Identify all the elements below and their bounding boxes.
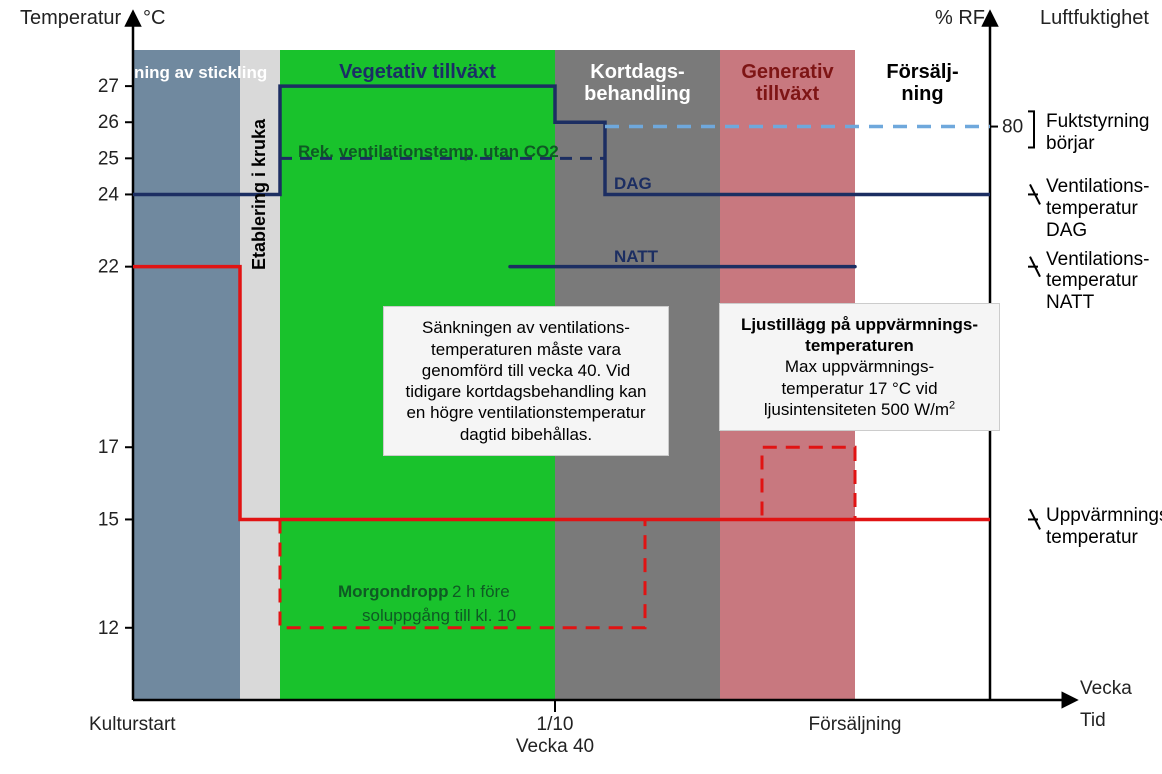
- phase-header-forsaljning: ning: [901, 83, 943, 105]
- svg-text:15: 15: [98, 509, 119, 530]
- phase-header-generativ: tillväxt: [756, 83, 820, 105]
- svg-text:26: 26: [98, 112, 119, 133]
- phase-header-kortdags: Kortdags-: [590, 61, 684, 83]
- note-ljustillagg: Ljustillägg på uppvärmnings-temperaturen…: [719, 303, 1000, 431]
- phase-header-kortdags: behandling: [584, 83, 691, 105]
- climate-chart: Rotning av stickling Vegetativ tillväxt Ko…: [0, 0, 1162, 774]
- svg-text:25: 25: [98, 148, 119, 169]
- rlabel-uppv: Uppvärmnings-temperatur: [1046, 505, 1162, 549]
- label-dag: DAG: [614, 174, 652, 194]
- svg-text:Tid: Tid: [1080, 710, 1106, 731]
- svg-text:Temperatur: Temperatur: [20, 7, 121, 29]
- svg-text:17: 17: [98, 437, 119, 458]
- svg-text:Försäljning: Försäljning: [809, 714, 902, 735]
- svg-text:% RF: % RF: [935, 7, 985, 29]
- rlabel-vdag: Ventilations-temperaturDAG: [1046, 176, 1150, 242]
- svg-text:°C: °C: [143, 7, 165, 29]
- phase-header-forsaljning: Försälj-: [886, 61, 958, 83]
- svg-text:27: 27: [98, 76, 119, 97]
- label-morgon2: 2 h före: [452, 582, 510, 602]
- note-ventilation: Sänkningen av ventilations-temperaturen …: [383, 306, 669, 456]
- label-morgon3: soluppgång till kl. 10: [362, 606, 516, 626]
- svg-text:1/10: 1/10: [537, 714, 574, 735]
- phase-header-generativ: Generativ: [741, 61, 834, 83]
- rlabel-vnatt: Ventilations-temperaturNATT: [1046, 249, 1150, 315]
- label-morgon1: Morgondropp: [338, 582, 448, 602]
- svg-text:24: 24: [98, 184, 120, 205]
- svg-text:Kulturstart: Kulturstart: [89, 714, 176, 735]
- svg-text:80: 80: [1002, 117, 1023, 138]
- svg-text:Vecka: Vecka: [1080, 678, 1132, 699]
- label-natt: NATT: [614, 247, 658, 267]
- svg-text:12: 12: [98, 618, 119, 639]
- phase-header-rotning: Rotning av stickling: [106, 63, 268, 82]
- svg-text:Vecka 40: Vecka 40: [516, 736, 594, 757]
- phase-header-vegetativ: Vegetativ tillväxt: [339, 61, 496, 83]
- rlabel-fukt: Fuktstyrningbörjar: [1046, 111, 1149, 155]
- phase-header-etablering: Etablering i kruka: [249, 100, 270, 270]
- svg-text:Luftfuktighet: Luftfuktighet: [1040, 7, 1149, 29]
- label-rek_vent: Rek. ventilationstemp. utan CO2: [298, 142, 559, 162]
- svg-text:22: 22: [98, 257, 119, 278]
